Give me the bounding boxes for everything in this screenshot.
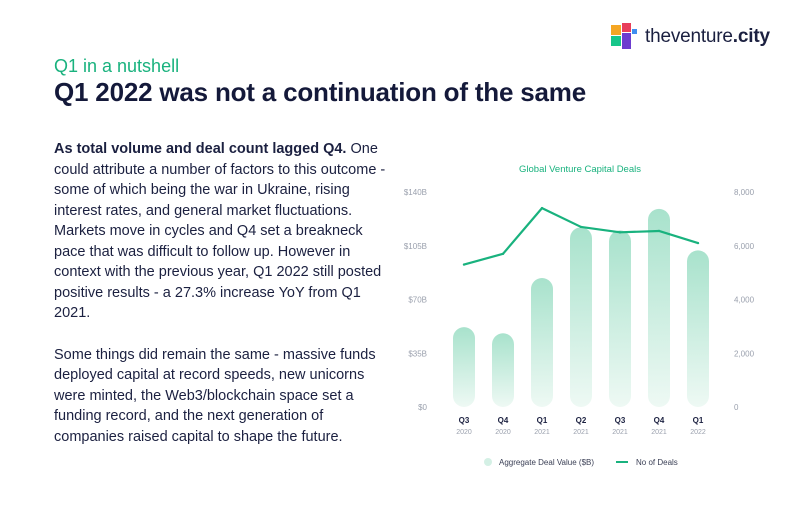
legend-bar-swatch bbox=[484, 458, 492, 466]
legend-line-label: No of Deals bbox=[636, 458, 678, 467]
paragraph-1-rest: One could attribute a number of factors … bbox=[54, 141, 386, 321]
x-tick-year: 2021 bbox=[573, 429, 589, 436]
legend-bar-label: Aggregate Deal Value ($B) bbox=[499, 458, 594, 467]
left-tick-label: $35B bbox=[408, 349, 427, 358]
bar-series bbox=[453, 208, 709, 407]
x-tick-year: 2020 bbox=[456, 429, 472, 436]
left-tick-label: $140B bbox=[404, 188, 427, 197]
bar bbox=[492, 333, 514, 407]
bar bbox=[570, 227, 592, 407]
x-tick-quarter: Q4 bbox=[654, 416, 665, 425]
x-axis: Q3 2020 Q4 2020 Q1 2021 Q2 2021 Q3 2021 Q4 2021 Q1 20… bbox=[456, 416, 706, 436]
x-tick-year: 2021 bbox=[612, 429, 628, 436]
venture-deals-chart: Global Venture Capital Deals $0$35B$70B$… bbox=[404, 164, 755, 467]
bar bbox=[687, 250, 709, 407]
line-point bbox=[579, 225, 583, 229]
x-tick-quarter: Q1 bbox=[693, 416, 704, 425]
right-tick-label: 2,000 bbox=[734, 349, 755, 358]
bar bbox=[531, 278, 553, 407]
page-kicker: Q1 in a nutshell bbox=[54, 56, 180, 76]
left-tick-label: $105B bbox=[404, 242, 427, 251]
paragraph-1-lead: As total volume and deal count lagged Q4… bbox=[54, 141, 347, 157]
line-point bbox=[462, 263, 466, 266]
left-tick-label: $0 bbox=[418, 403, 427, 412]
chart-title: Global Venture Capital Deals bbox=[519, 164, 641, 175]
left-axis: $0 $35B $70B $105B $140B bbox=[404, 188, 428, 412]
x-tick-year: 2022 bbox=[690, 429, 706, 436]
brand-logo: theventure.city bbox=[611, 22, 770, 52]
x-tick-quarter: Q1 bbox=[537, 416, 548, 425]
line-point bbox=[618, 231, 622, 234]
right-tick-label: 6,000 bbox=[734, 242, 755, 251]
x-tick-quarter: Q4 bbox=[498, 416, 509, 425]
line-point bbox=[501, 252, 505, 256]
logo-mark-icon bbox=[611, 23, 637, 51]
line-point bbox=[657, 229, 661, 233]
legend: Aggregate Deal Value ($B) No of Deals bbox=[484, 458, 678, 467]
paragraph-1: As total volume and deal count lagged Q4… bbox=[54, 139, 394, 324]
x-tick-quarter: Q2 bbox=[576, 416, 587, 425]
right-tick-label: 4,000 bbox=[734, 296, 755, 305]
x-tick-quarter: Q3 bbox=[615, 416, 626, 425]
brand-name: theventure.city bbox=[645, 26, 770, 47]
body-text: As total volume and deal count lagged Q4… bbox=[54, 139, 394, 447]
bar bbox=[648, 208, 670, 407]
page-title: Q1 2022 was not a continuation of the sa… bbox=[54, 77, 586, 107]
x-tick-year: 2021 bbox=[534, 429, 550, 436]
paragraph-2: Some things did remain the same - massiv… bbox=[54, 346, 376, 445]
bar bbox=[609, 230, 631, 407]
line-point bbox=[540, 206, 544, 210]
line-point bbox=[696, 241, 700, 245]
x-tick-year: 2020 bbox=[495, 429, 511, 436]
bar bbox=[453, 327, 475, 407]
right-axis: 0 2,000 4,000 6,000 8,000 bbox=[734, 188, 755, 412]
line-series bbox=[462, 206, 700, 266]
right-tick-label: 0 bbox=[734, 403, 739, 412]
x-tick-quarter: Q3 bbox=[459, 416, 470, 425]
right-tick-label: 8,000 bbox=[734, 188, 755, 197]
left-tick-label: $70B bbox=[408, 296, 427, 305]
x-tick-year: 2021 bbox=[651, 429, 667, 436]
